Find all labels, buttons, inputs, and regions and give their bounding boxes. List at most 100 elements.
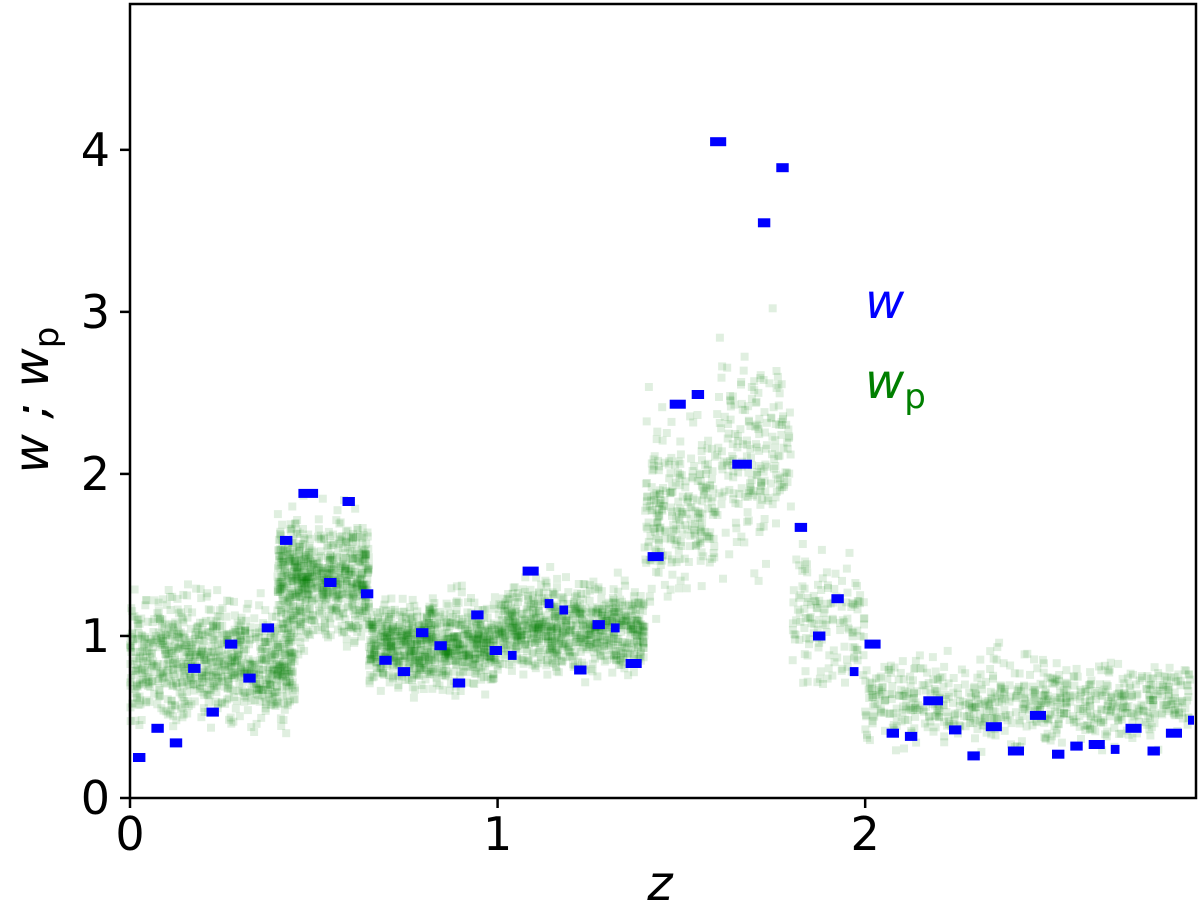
- wp-point: [255, 628, 264, 637]
- wp-point: [273, 697, 282, 706]
- wp-point: [235, 679, 244, 688]
- wp-point: [1137, 672, 1146, 681]
- wp-point: [298, 573, 306, 582]
- wp-point: [156, 669, 165, 677]
- wp-point: [612, 650, 620, 659]
- wp-point: [575, 631, 584, 640]
- wp-point: [746, 479, 754, 488]
- wp-point: [409, 637, 418, 646]
- wp-point: [360, 602, 369, 611]
- wp-point: [803, 598, 812, 606]
- w-bin-segment: [625, 659, 642, 668]
- wp-point: [519, 670, 528, 679]
- wp-point: [1162, 676, 1171, 685]
- wp-point: [596, 650, 605, 659]
- wp-point: [213, 651, 222, 660]
- wp-point: [747, 476, 756, 485]
- wp-point: [1105, 665, 1114, 674]
- wp-point: [593, 609, 602, 618]
- wp-point: [345, 591, 354, 599]
- wp-point: [591, 625, 600, 634]
- wp-point: [446, 679, 455, 688]
- wp-point: [152, 661, 161, 670]
- wp-point: [515, 631, 524, 640]
- wp-point: [352, 592, 361, 601]
- wp-point: [704, 533, 713, 542]
- wp-point: [300, 573, 309, 582]
- wp-point: [710, 553, 719, 562]
- wp-point: [490, 636, 498, 645]
- wp-point: [219, 638, 228, 647]
- wp-point: [380, 638, 389, 647]
- wp-point: [628, 605, 637, 613]
- wp-point: [686, 531, 695, 540]
- wp-point: [380, 612, 389, 621]
- wp-point: [442, 647, 451, 656]
- wp-point: [754, 576, 763, 585]
- wp-point: [469, 633, 478, 642]
- wp-point: [734, 500, 743, 508]
- wp-point: [604, 618, 613, 627]
- wp-point: [185, 651, 194, 660]
- wp-point: [237, 686, 246, 695]
- wp-point: [446, 638, 455, 647]
- wp-point: [511, 619, 520, 628]
- wp-point: [406, 653, 415, 662]
- wp-point: [278, 620, 287, 629]
- wp-point: [953, 709, 962, 718]
- wp-point: [369, 647, 378, 656]
- wp-point: [307, 572, 316, 581]
- wp-point: [299, 534, 308, 543]
- wp-point: [373, 668, 382, 677]
- wp-point: [315, 587, 324, 596]
- wp-point: [510, 598, 519, 607]
- wp-point: [173, 605, 182, 614]
- wp-point: [815, 615, 824, 624]
- wp-point: [562, 616, 571, 625]
- wp-point: [479, 653, 488, 662]
- wp-point: [163, 660, 172, 669]
- wp-point: [139, 647, 148, 656]
- wp-point: [768, 450, 776, 459]
- wp-point: [850, 654, 859, 663]
- wp-point: [1176, 681, 1185, 690]
- wp-point: [553, 646, 562, 654]
- wp-point: [290, 621, 299, 630]
- wp-point: [136, 647, 145, 656]
- wp-point: [288, 586, 297, 595]
- wp-point: [162, 707, 171, 716]
- wp-point: [301, 598, 310, 607]
- wp-point: [572, 592, 581, 600]
- wp-point: [1183, 681, 1192, 690]
- wp-point: [717, 461, 726, 470]
- wp-point: [425, 609, 434, 618]
- wp-point: [1119, 704, 1127, 713]
- wp-point: [324, 553, 332, 562]
- wp-point: [1175, 697, 1184, 706]
- wp-point: [447, 633, 456, 642]
- wp-point: [304, 548, 313, 557]
- wp-point: [487, 623, 496, 632]
- wp-point: [144, 663, 153, 672]
- wp-point: [301, 572, 310, 581]
- wp-point: [614, 637, 623, 646]
- wp-point: [212, 688, 221, 697]
- wp-point: [1056, 705, 1065, 714]
- wp-point: [580, 630, 588, 639]
- wp-point: [626, 621, 635, 630]
- wp-point: [164, 649, 173, 658]
- wp-point: [771, 443, 779, 452]
- wp-point: [282, 579, 291, 588]
- wp-point: [283, 701, 292, 710]
- wp-point: [223, 672, 232, 681]
- wp-point: [415, 620, 424, 629]
- wp-point: [654, 538, 663, 547]
- wp-point: [239, 688, 248, 697]
- wp-point: [544, 632, 553, 641]
- wp-point: [277, 546, 285, 555]
- wp-point: [343, 589, 352, 598]
- wp-point: [325, 564, 334, 573]
- wp-point: [1167, 696, 1176, 705]
- wp-point: [688, 522, 696, 531]
